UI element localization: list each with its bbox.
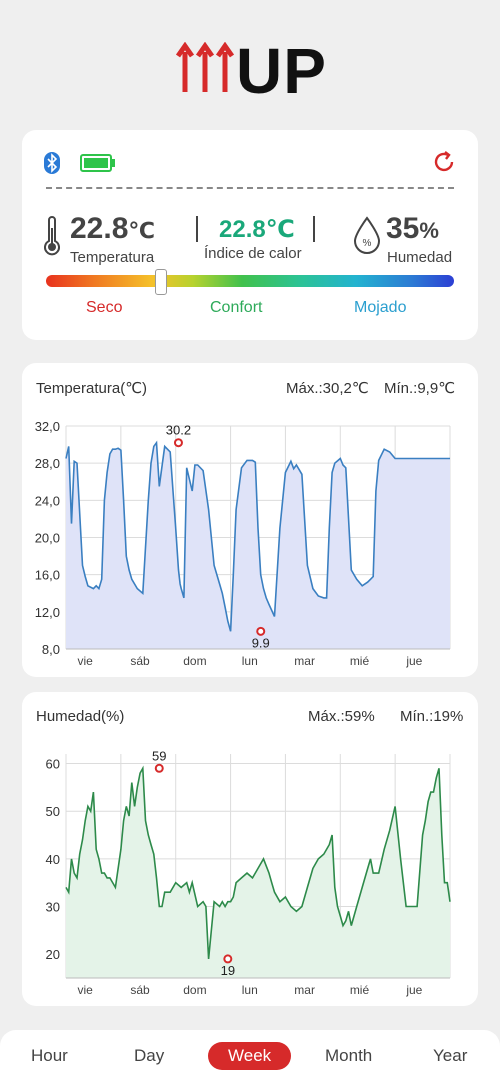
zone-dry: Seco	[86, 299, 123, 316]
period-tab-bar: Hour Day Week Month Year	[0, 1030, 500, 1084]
min-point-marker	[256, 626, 266, 636]
humidity-min-label: Mín.:19%	[400, 708, 464, 725]
tab-month[interactable]: Month	[325, 1046, 373, 1065]
max-point-label: 30.2	[166, 423, 191, 438]
humidity-value: 35%	[386, 212, 439, 245]
zone-comfort: Confort	[210, 299, 263, 316]
app-logo: UP	[0, 35, 500, 107]
y-tick-label: 20,0	[35, 531, 60, 546]
comfort-gradient-bar	[46, 275, 454, 287]
tab-week[interactable]: Week	[208, 1042, 292, 1070]
series-line	[65, 765, 451, 959]
tab-day[interactable]: Day	[134, 1046, 165, 1065]
zone-wet: Mojado	[354, 299, 407, 316]
comfort-indicator	[155, 269, 168, 295]
series-area	[66, 768, 450, 978]
x-tick-label: sáb	[130, 654, 150, 668]
y-tick-label: 50	[46, 804, 60, 819]
x-tick-label: lun	[242, 983, 258, 997]
y-tick-label: 32,0	[35, 419, 60, 434]
status-card: 22.8℃ Temperatura 22.8℃ Índice de calor …	[22, 130, 478, 340]
thermometer-icon	[44, 216, 60, 256]
svg-text:%: %	[363, 238, 372, 249]
battery-full-icon	[80, 154, 115, 172]
y-tick-label: 16,0	[35, 568, 60, 583]
y-tick-label: 20	[46, 947, 60, 962]
logo-text: UP	[236, 35, 327, 107]
humidity-unit: %	[419, 218, 439, 243]
water-drop-percent-icon: %	[353, 216, 381, 254]
temperature-chart-title: Temperatura(℃)	[36, 380, 148, 397]
temperature-min-label: Mín.:9,9℃	[384, 380, 456, 397]
divider	[46, 187, 454, 189]
temperature-max-label: Máx.:30,2℃	[286, 380, 369, 397]
x-tick-label: mar	[294, 654, 315, 668]
heat-index-value: 22.8℃	[219, 216, 295, 243]
temperature-unit: ℃	[128, 218, 156, 243]
min-point-label: 9.9	[252, 635, 270, 650]
y-tick-label: 40	[46, 852, 60, 867]
x-tick-label: vie	[78, 983, 94, 997]
heat-index-label: Índice de calor	[204, 245, 302, 262]
x-tick-label: mié	[350, 983, 370, 997]
temperature-chart[interactable]: 32,0 28,0 24,0 20,0 16,0 12,0 8,0 vie sáb dom lun m…	[22, 363, 478, 677]
bluetooth-icon[interactable]	[44, 152, 60, 174]
triple-up-arrow-icon	[176, 42, 234, 92]
y-tick-label: 12,0	[35, 605, 60, 620]
max-point-label: 59	[152, 748, 166, 763]
series-line	[65, 440, 450, 632]
x-tick-label: sáb	[130, 983, 150, 997]
x-tick-label: dom	[183, 654, 206, 668]
separator	[196, 216, 198, 242]
y-tick-label: 28,0	[35, 456, 60, 471]
y-tick-label: 8,0	[42, 642, 60, 657]
y-tick-label: 30	[46, 900, 60, 915]
x-tick-label: jue	[405, 654, 422, 668]
temperature-chart-card: Temperatura(℃) Máx.:30,2℃ Mín.:9,9℃ 32,0…	[22, 363, 478, 677]
x-tick-label: lun	[242, 654, 258, 668]
humidity-max-label: Máx.:59%	[308, 708, 375, 725]
x-tick-label: mié	[350, 654, 370, 668]
max-point-marker	[154, 763, 164, 773]
temperature-value: 22.8℃	[70, 212, 156, 245]
x-tick-label: dom	[183, 983, 206, 997]
x-tick-label: jue	[405, 983, 422, 997]
tab-hour[interactable]: Hour	[31, 1046, 68, 1065]
y-tick-label: 24,0	[35, 493, 60, 508]
max-point-marker	[173, 438, 183, 448]
temperature-label: Temperatura	[70, 249, 155, 266]
separator	[313, 216, 315, 242]
x-tick-label: mar	[294, 983, 315, 997]
humidity-chart-title: Humedad(%)	[36, 708, 125, 725]
min-point-label: 19	[221, 963, 235, 978]
min-point-marker	[223, 954, 233, 964]
humidity-chart-card: Humedad(%) Máx.:59% Mín.:19% 60 50 40 30 20 v…	[22, 692, 478, 1006]
humidity-chart[interactable]: 60 50 40 30 20 vie sáb dom lun mar mié jue 59 19	[22, 692, 478, 1006]
x-tick-label: vie	[78, 654, 94, 668]
humidity-label: Humedad	[387, 249, 453, 266]
refresh-icon[interactable]	[432, 150, 456, 174]
y-tick-label: 60	[46, 757, 60, 772]
tab-year[interactable]: Year	[433, 1046, 468, 1065]
series-area	[66, 442, 450, 649]
